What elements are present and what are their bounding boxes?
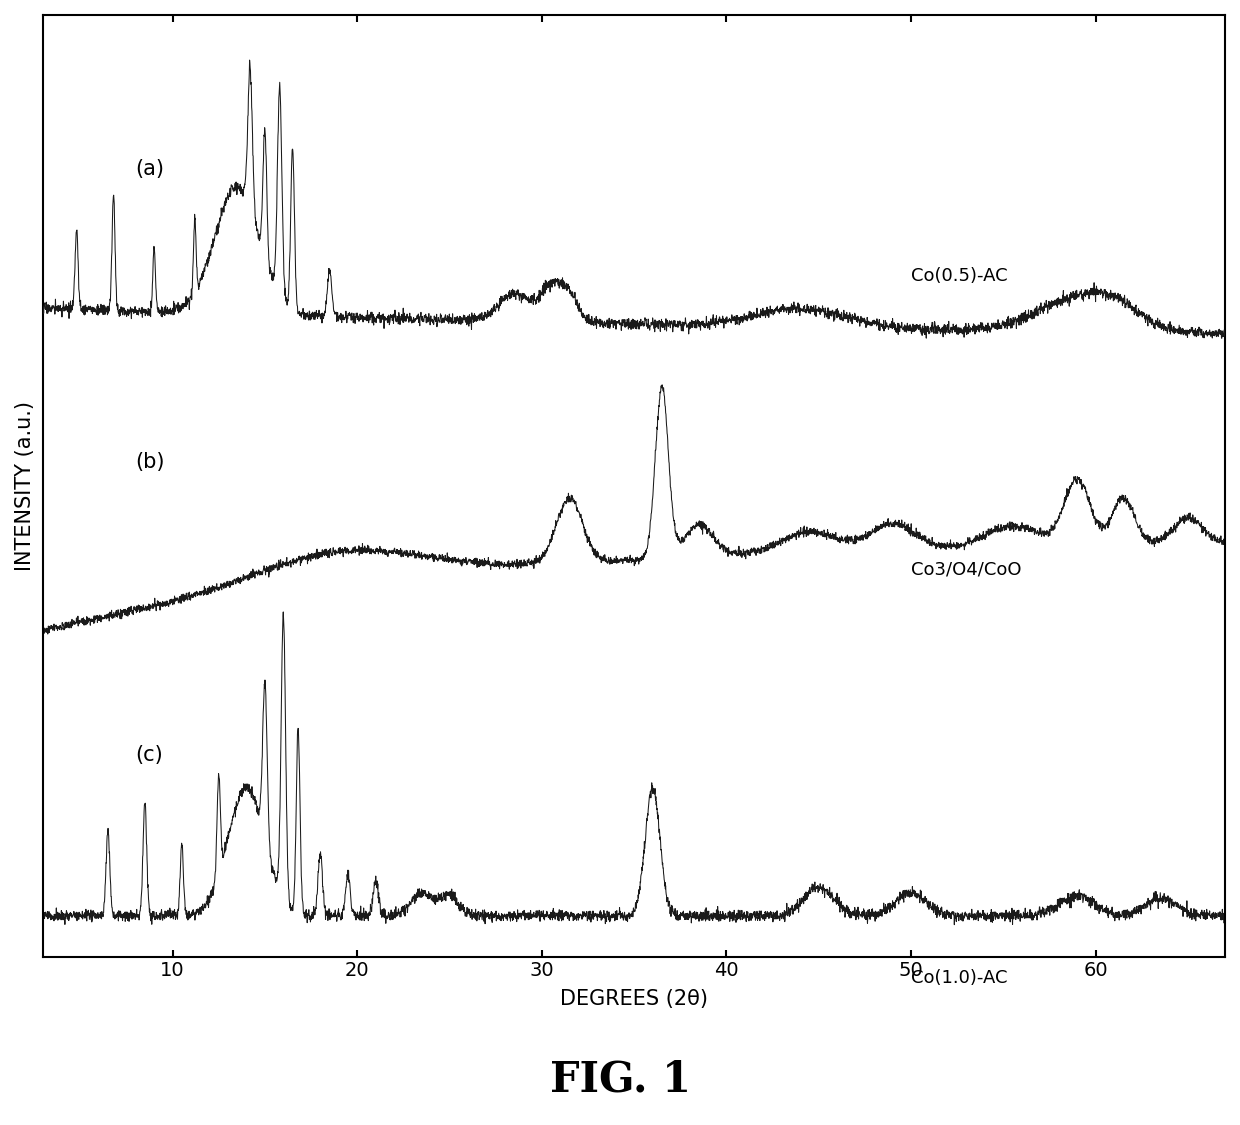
Text: Co3/O4/CoO: Co3/O4/CoO [911,560,1022,578]
Text: Co(1.0)-AC: Co(1.0)-AC [911,970,1008,988]
Text: (c): (c) [135,745,164,765]
Text: (a): (a) [135,159,165,179]
Y-axis label: INTENSITY (a.u.): INTENSITY (a.u.) [15,400,35,570]
X-axis label: DEGREES (2θ): DEGREES (2θ) [560,989,708,1009]
Text: (b): (b) [135,452,165,472]
Text: FIG. 1: FIG. 1 [549,1059,691,1100]
Text: Co(0.5)-AC: Co(0.5)-AC [911,268,1008,286]
